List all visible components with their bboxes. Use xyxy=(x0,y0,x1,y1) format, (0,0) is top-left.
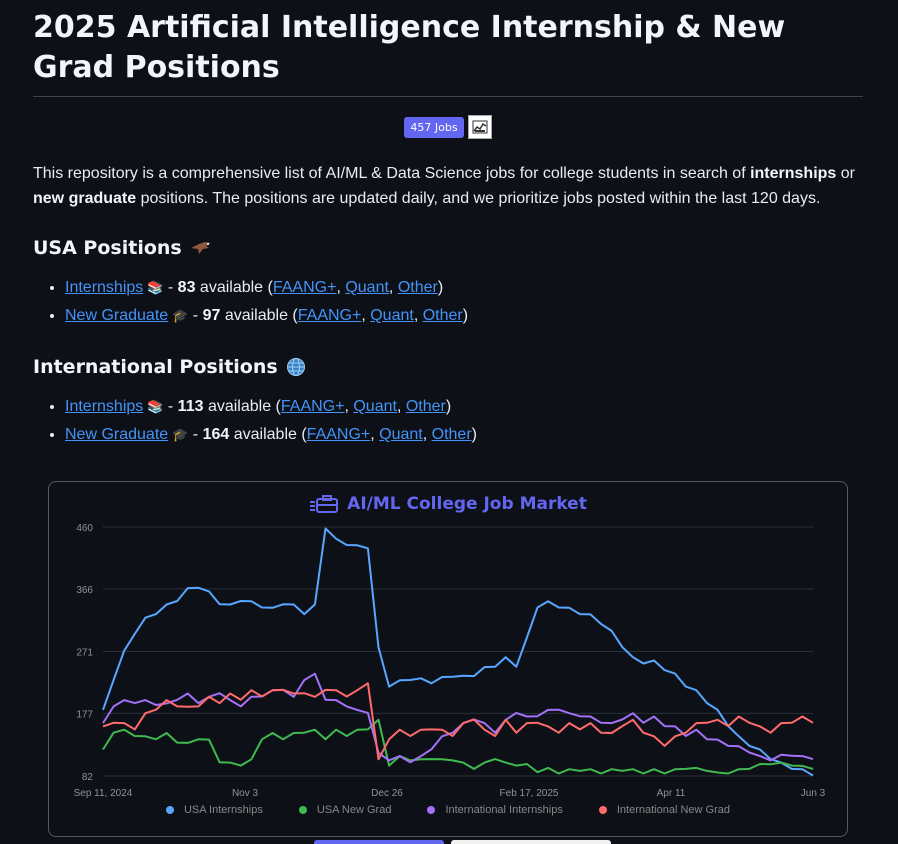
usa-list: Internships📚 - 83 available (FAANG+, Qua… xyxy=(65,274,863,330)
x-tick-label: Jun 3 xyxy=(801,788,826,799)
quant-link[interactable]: Quant xyxy=(345,279,389,296)
series-line-usa-new-grad xyxy=(102,718,814,775)
badges-row: 457 Jobs xyxy=(33,115,863,139)
y-tick-label: 82 xyxy=(82,772,94,783)
list-item: New Graduate🎓 - 164 available (FAANG+, Q… xyxy=(65,421,863,449)
list-item: Internships📚 - 83 available (FAANG+, Qua… xyxy=(65,274,863,302)
other-link[interactable]: Other xyxy=(422,307,463,324)
briefcase-money-icon xyxy=(310,495,339,513)
legend-dot xyxy=(598,806,607,814)
legend-item[interactable]: USA New Grad xyxy=(298,804,392,816)
legend-dot xyxy=(298,806,307,814)
legend-item[interactable]: International New Grad xyxy=(598,804,730,816)
quant-link[interactable]: Quant xyxy=(379,426,423,443)
legend-label: International New Grad xyxy=(616,804,730,816)
faang-link[interactable]: FAANG+ xyxy=(297,307,362,324)
other-link[interactable]: Other xyxy=(431,426,472,443)
faang-link[interactable]: FAANG+ xyxy=(272,279,337,296)
x-tick-label: Dec 26 xyxy=(371,788,403,799)
other-link[interactable]: Other xyxy=(397,279,438,296)
books-icon: 📚 xyxy=(147,280,164,295)
legend-label: International Internships xyxy=(445,804,563,816)
line-plot: 460 366 271 177 82 Sep 11, 2024 Nov 3 Dec 26 Feb… xyxy=(74,523,826,799)
intl-internships-link[interactable]: Internships 📚 xyxy=(65,398,163,415)
bottom-button-1[interactable] xyxy=(314,840,444,844)
list-item: Internships📚 - 113 available (FAANG+, Qu… xyxy=(65,393,863,421)
legend-dot xyxy=(427,806,436,814)
y-tick-label: 271 xyxy=(76,648,93,659)
x-tick-label: Apr 11 xyxy=(657,788,686,799)
job-market-chart: AI/ML College Job Market 460 366 271 177 82 S… xyxy=(48,481,848,837)
globe-icon xyxy=(286,358,305,376)
x-tick-label: Feb 17, 2025 xyxy=(500,788,559,799)
legend-label: USA Internships xyxy=(183,804,263,816)
list-item: New Graduate🎓 - 97 available (FAANG+, Qu… xyxy=(65,302,863,330)
intl-newgrad-link[interactable]: New Graduate 🎓 xyxy=(65,426,188,443)
quant-link[interactable]: Quant xyxy=(370,307,414,324)
series-line-international-internships xyxy=(102,672,814,764)
international-heading: International Positions xyxy=(33,356,863,378)
usa-newgrad-link[interactable]: New Graduate 🎓 xyxy=(65,307,188,324)
international-list: Internships📚 - 113 available (FAANG+, Qu… xyxy=(65,393,863,449)
page-title: 2025 Artificial Intelligence Internship … xyxy=(33,8,863,97)
quant-link[interactable]: Quant xyxy=(353,398,397,415)
faang-link[interactable]: FAANG+ xyxy=(306,426,371,443)
faang-link[interactable]: FAANG+ xyxy=(280,398,345,415)
legend-item[interactable]: International Internships xyxy=(427,804,563,816)
x-tick-label: Sep 11, 2024 xyxy=(74,788,133,799)
jobs-count-badge[interactable]: 457 Jobs xyxy=(404,116,464,138)
chart-image-icon[interactable] xyxy=(467,115,492,139)
x-tick-label: Nov 3 xyxy=(232,788,259,799)
y-tick-label: 460 xyxy=(76,523,93,534)
series-line-usa-internships xyxy=(102,527,814,777)
series-line-international-new-grad xyxy=(102,682,814,761)
chart-title: AI/ML College Job Market xyxy=(49,494,847,514)
y-tick-label: 177 xyxy=(76,709,93,720)
graduation-cap-icon: 🎓 xyxy=(172,308,189,323)
legend-label: USA New Grad xyxy=(316,804,392,816)
bottom-buttons xyxy=(314,840,814,844)
y-tick-label: 366 xyxy=(76,585,93,596)
graduation-cap-icon: 🎓 xyxy=(172,427,189,442)
books-icon: 📚 xyxy=(147,399,164,414)
readme-page: 2025 Artificial Intelligence Internship … xyxy=(33,0,863,449)
usa-heading: USA Positions xyxy=(33,237,863,259)
chart-legend: USA Internships USA New Grad International… xyxy=(49,804,847,816)
other-link[interactable]: Other xyxy=(405,398,446,415)
eagle-icon xyxy=(190,242,211,254)
usa-internships-link[interactable]: Internships 📚 xyxy=(65,279,163,296)
bottom-button-2[interactable] xyxy=(451,840,611,844)
legend-item[interactable]: USA Internships xyxy=(165,804,263,816)
intro-paragraph: This repository is a comprehensive list … xyxy=(33,165,855,207)
legend-dot xyxy=(165,806,174,814)
